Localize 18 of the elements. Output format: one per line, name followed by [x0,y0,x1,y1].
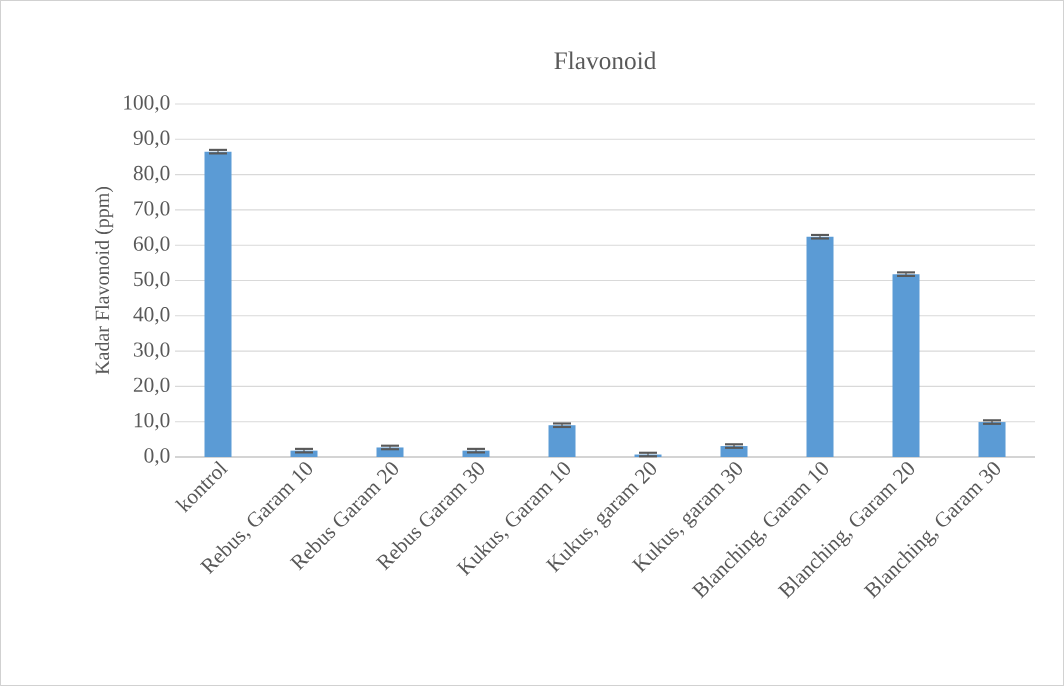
y-tick-label: 40,0 [133,307,170,325]
y-tick-label: 70,0 [134,201,170,219]
y-tick-label: 20,0 [133,377,170,396]
y-tick-label: 80,0 [133,165,170,184]
y-tick-label: 50,0 [134,271,170,290]
bar [548,425,576,457]
bar [204,151,232,457]
chart-title: Flavonoid [554,51,657,70]
y-tick-label: 10,0 [134,412,170,431]
y-tick-label: 90,0 [133,130,170,149]
bar [892,274,920,457]
bar [978,422,1006,457]
y-tick-label: 100,0 [124,95,170,113]
y-tick-label: 30,0 [133,342,170,360]
bar [806,236,834,457]
y-tick-label: 60,0 [133,236,170,254]
y-tick-label: 0,0 [144,448,170,466]
y-axis-title: Kadar Flavonoid (ppm) [95,186,114,375]
